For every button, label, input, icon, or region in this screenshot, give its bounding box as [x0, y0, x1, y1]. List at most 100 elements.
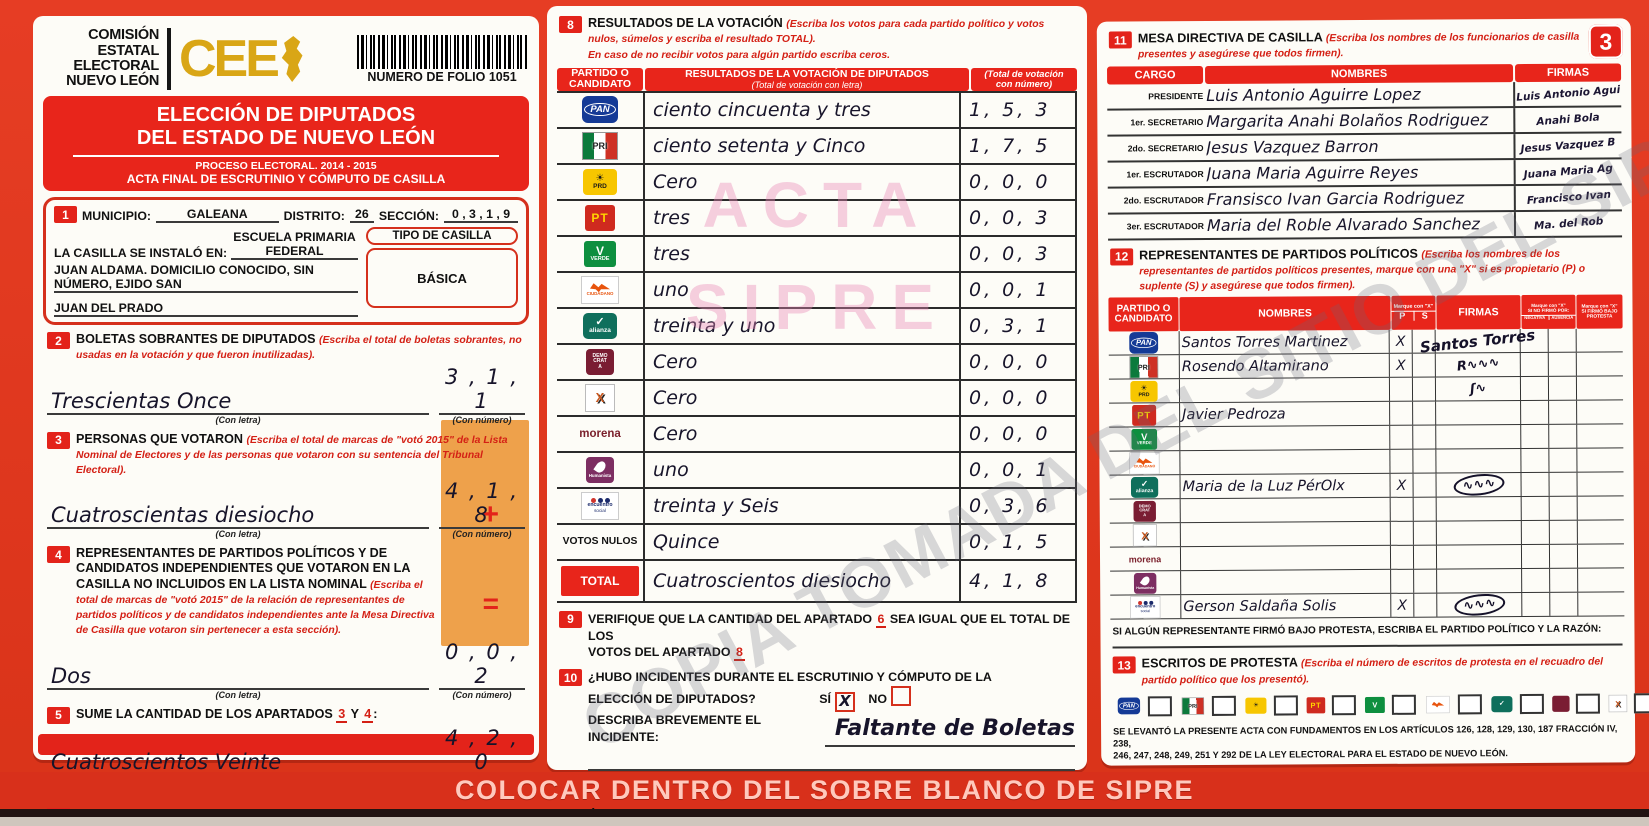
es-logo-text1: encuentro: [587, 502, 613, 509]
handwritten-nombre: Gerson Saldaña Solis: [1180, 594, 1391, 619]
negativa-cell: [1520, 497, 1549, 521]
votes-numero: 0, 0, 0: [959, 416, 1077, 451]
propietario-mark: [1388, 378, 1413, 402]
protesta-cell: [1576, 544, 1625, 569]
seccion-value: 0 , 3 , 1 , 9: [444, 207, 518, 223]
header-numero-line1: (Total de votación: [984, 68, 1064, 79]
pt-logo: PT: [585, 204, 615, 231]
votes-letra: Cero: [643, 164, 959, 199]
votes-letra: treinta y Seis: [643, 488, 959, 523]
handwritten-nombre: Maria del Roble Alvarado Sanchez: [1206, 214, 1480, 235]
suplente-mark: [1412, 473, 1436, 498]
protesta-cell: [1576, 400, 1624, 425]
handwritten-nombre: [1179, 546, 1391, 571]
sum-highlight-column: [441, 420, 529, 646]
democrata-logo: DEMOCRATA: [1133, 500, 1156, 522]
distrito-label: DISTRITO:: [283, 209, 345, 223]
cee-logo: CEE: [179, 33, 305, 84]
handwritten-con-numero: 4 , 2 , 0: [439, 726, 525, 776]
movimiento-ciudadano-logo: [1426, 695, 1450, 714]
protesta-pair-mc: [1419, 690, 1482, 718]
header-protesta-line3: PROTESTA: [1586, 314, 1613, 320]
section-4-representantes-votaron: 4 REPRESENTANTES DE PARTIDOS POLÍTICOS Y…: [47, 546, 525, 700]
legal-line2: 246, 247, 248, 249, 251 Y 292 DE LA LEY …: [1113, 747, 1508, 761]
rep-row-prd: ☀ PRD ʃ∿: [1108, 376, 1624, 404]
encuentro-social-logo: encuentro social: [1130, 595, 1161, 619]
tipo-casilla-label: TIPO DE CASILLA: [366, 227, 518, 245]
mesa-row-2do-escrutador: 2do. ESCRUTADOR Fransisco Ivan Garcia Ro…: [1107, 184, 1622, 215]
firma-cell: [1435, 449, 1521, 473]
ausencia-cell: [1548, 521, 1577, 545]
section-number: 1: [54, 206, 77, 223]
folio-block: NUMERO DE FOLIO 1051: [357, 34, 527, 84]
pan-logo: PAN: [1117, 697, 1141, 715]
total-label: TOTAL: [561, 565, 639, 596]
pt-logo: PT: [1306, 697, 1326, 714]
mc-eagle-icon: [590, 283, 610, 293]
protesta-cell: [1576, 472, 1624, 497]
firma-cell: [1436, 569, 1522, 593]
negativa-cell: [1520, 401, 1549, 425]
suplente-mark: [1413, 593, 1437, 618]
verde-logo: V VERDE: [1131, 428, 1158, 450]
scan-edge-light: [0, 817, 1649, 826]
handwritten-nombre: [1179, 522, 1390, 547]
municipio-label: MUNICIPIO:: [82, 209, 151, 223]
vote-row-prd: ☀ PRD Cero 0, 0, 0: [557, 164, 1077, 201]
propietario-mark: [1389, 450, 1413, 474]
votes-table: PARTIDO O CANDIDATO RESULTADOS DE LA VOT…: [557, 67, 1077, 603]
prd-sun-icon: ☀: [595, 172, 605, 184]
header-cargo: CARGO: [1107, 65, 1204, 85]
pan-logo: PAN: [1129, 332, 1159, 355]
header-bajo-protesta: Marque con "X" SI FIRMÓ BAJO PROTESTA: [1576, 294, 1623, 330]
rep-row-cruzada: X: [1109, 520, 1624, 548]
verde-v-icon: V: [1372, 700, 1378, 709]
casilla-address: LA CASILLA SE INSTALÓ EN: ESCUELA PRIMAR…: [54, 227, 358, 317]
rep-row-pri: PRI Rosendo Altamirano X R∿∿∿: [1108, 352, 1623, 380]
democrata-logo-text: DEMOCRATA: [592, 352, 608, 370]
propietario-mark: [1389, 498, 1413, 522]
municipio-value: GALEANA: [156, 207, 279, 223]
alianza-logo-text: alianza: [589, 326, 611, 334]
si-label: SÍ: [819, 692, 831, 707]
pan-logo-text: PAN: [584, 103, 616, 117]
ref-apartado-6: 6: [875, 611, 887, 628]
pri-logo-text: PRI: [1137, 363, 1150, 372]
distrito-value: 26: [349, 207, 374, 223]
section-number: 3: [47, 431, 70, 449]
suplente-mark: [1412, 401, 1436, 426]
handwritten-nombre: Rosendo Altamirano: [1178, 354, 1389, 379]
votes-numero: 1, 5, 3: [959, 92, 1077, 127]
alianza-check-icon: ✓: [1499, 699, 1505, 708]
address-line1: JUAN ALDAMA. DOMICILIO CONOCIDO, SIN NÚM…: [54, 263, 358, 293]
votos-nulos-label: VOTOS NULOS: [562, 536, 638, 548]
negativa-cell: [1521, 593, 1550, 617]
copy-number-badge: 3: [1588, 24, 1623, 59]
incident-question-line2: ELECCIÓN DE DIPUTADOS?: [588, 692, 756, 707]
votes-numero: 0, 0, 1: [959, 452, 1077, 487]
rep-row-morena: morena: [1109, 544, 1625, 572]
votes-letra: ciento setenta y Cinco: [643, 128, 959, 163]
ausencia-cell: [1547, 353, 1576, 377]
section-8-resultados: 8 RESULTADOS DE LA VOTACIÓN (Escriba los…: [547, 6, 1087, 66]
nuevo-leon-map-icon: [281, 35, 303, 82]
equals-sign: =: [482, 588, 499, 619]
cargo-label: PRESIDENTE: [1148, 90, 1204, 101]
pan-logo-text: PAN: [1119, 702, 1139, 711]
header-partido-line2: CANDIDATO: [568, 78, 632, 91]
pan-logo-text: PAN: [1131, 337, 1157, 349]
section-number: 9: [559, 610, 582, 628]
firma-cell: [1435, 521, 1521, 545]
divider: [73, 155, 499, 157]
protesta-party-boxes: PAN PRI ☀ PT V ✓ X encuentro: [1101, 686, 1649, 720]
suplente-mark: [1412, 425, 1436, 450]
firma-cell: [1435, 497, 1521, 521]
handwritten-nombre: [1179, 450, 1390, 475]
section-title: MESA DIRECTIVA DE CASILLA: [1137, 30, 1323, 46]
handwritten-nombre: Fransisco Ivan Garcia Rodriguez: [1206, 188, 1465, 209]
rep-row-humanista: Humanista: [1110, 568, 1625, 596]
protesta-count-box: [1457, 694, 1482, 715]
votes-letra: treinta y uno: [643, 308, 959, 343]
section-number: 2: [47, 332, 70, 349]
alianza-check-icon: ✓: [595, 315, 605, 328]
